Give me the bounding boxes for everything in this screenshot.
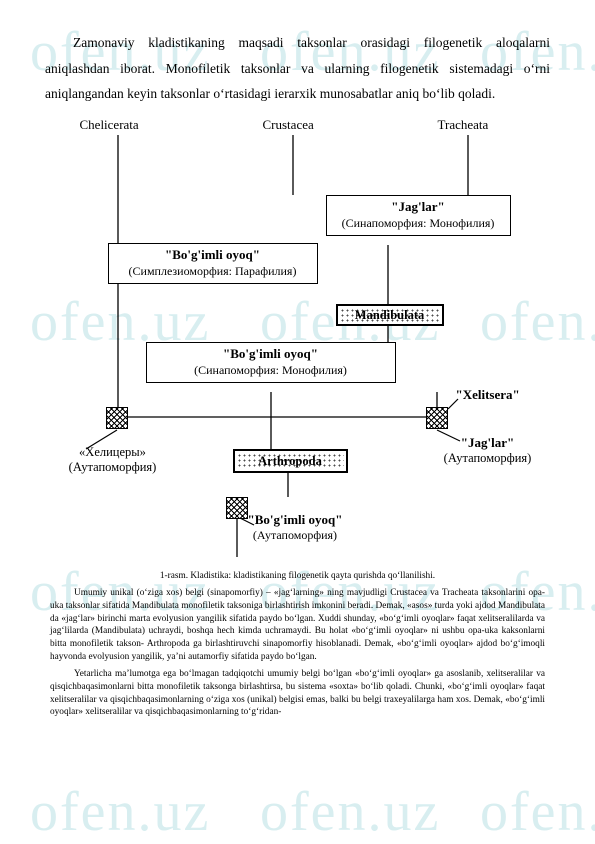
- cladistics-diagram: Chelicerata Crustacea Tracheata "Jag'lar…: [58, 117, 538, 567]
- box-bog1-title: "Bo'g'imli oyoq": [109, 244, 317, 263]
- body-para-1: Umumiy unikal (oʻziga xos) belgi (sinapo…: [50, 587, 545, 664]
- bog3-sub: (Аутапоморфия): [248, 528, 343, 543]
- box-mandibulata: Mandibulata: [336, 304, 444, 326]
- box-bog1-sub: (Симплезиоморфия: Парафилия): [109, 263, 317, 283]
- jag-low1: "Jag'lar": [461, 435, 514, 450]
- figure-caption: 1-rasm. Kladistika: kladistikaning filog…: [50, 571, 545, 581]
- box-bogimli-1: "Bo'g'imli oyoq" (Симплезиоморфия: Параф…: [108, 243, 318, 284]
- jag-low2: (Аутапоморфия): [444, 451, 532, 465]
- node-square-3: [226, 497, 248, 519]
- xel-low1: «Хелицеры»: [79, 445, 146, 459]
- label-bogimli-3: "Bo'g'imli oyoq" (Аутапоморфия): [248, 512, 343, 543]
- watermark: ofen.uz: [480, 780, 595, 844]
- box-mand-title: Mandibulata: [338, 306, 442, 323]
- body-para-2: Yetarlicha maʼlumotga ega boʻlmagan tadq…: [50, 668, 545, 719]
- box-jaglar: "Jag'lar" (Синапоморфия: Монофилия): [326, 195, 511, 236]
- box-bog2-title: "Bo'g'imli oyoq": [147, 343, 395, 362]
- xel-low2: (Аутапоморфия): [69, 460, 157, 474]
- label-xel-lower: «Хелицеры» (Аутапоморфия): [58, 445, 168, 475]
- box-bogimli-2: "Bo'g'imli oyoq" (Синапоморфия: Монофили…: [146, 342, 396, 383]
- label-chelicerata: Chelicerata: [80, 117, 139, 133]
- label-crustacea: Crustacea: [263, 117, 314, 133]
- bog3-title: "Bo'g'imli oyoq": [248, 512, 343, 528]
- label-tracheata: Tracheata: [438, 117, 489, 133]
- box-jaglar-title: "Jag'lar": [327, 196, 510, 215]
- box-bog2-sub: (Синапоморфия: Монофилия): [147, 362, 395, 382]
- box-arth-title: Arthropoda: [235, 451, 346, 469]
- intro-paragraph: Zamonaviy kladistikaning maqsadi taksonl…: [45, 30, 550, 107]
- label-jag-lower: "Jag'lar" (Аутапоморфия): [428, 435, 548, 466]
- node-square-1: [106, 407, 128, 429]
- watermark: ofen.uz: [260, 780, 440, 844]
- node-square-2: [426, 407, 448, 429]
- label-xelitsera: "Xelitsera": [456, 387, 520, 403]
- box-jaglar-sub: (Синапоморфия: Монофилия): [327, 215, 510, 235]
- box-arthropoda: Arthropoda: [233, 449, 348, 473]
- watermark: ofen.uz: [30, 780, 210, 844]
